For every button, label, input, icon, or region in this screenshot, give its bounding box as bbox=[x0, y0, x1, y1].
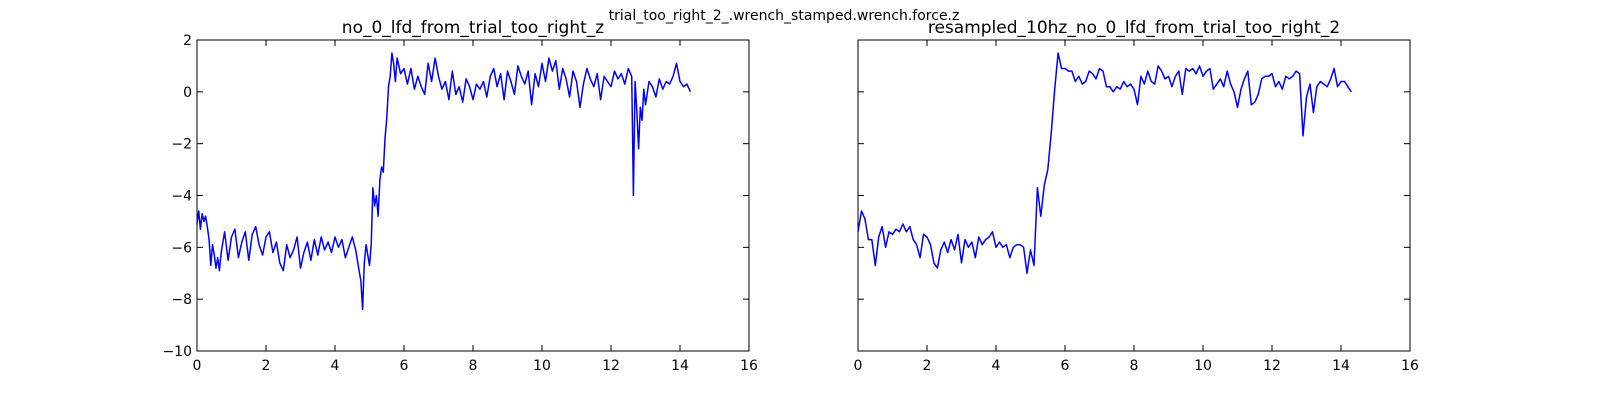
x-tick-label: 0 bbox=[193, 358, 202, 374]
x-tick-label: 10 bbox=[1194, 358, 1212, 374]
x-tick-label: 12 bbox=[1263, 358, 1281, 374]
plot-frame bbox=[196, 39, 750, 352]
x-tick-label: 2 bbox=[262, 358, 271, 374]
x-tick-label: 14 bbox=[671, 358, 689, 374]
y-tick-label: −10 bbox=[162, 344, 192, 360]
x-tick-label: 16 bbox=[740, 358, 758, 374]
y-tick-label: 2 bbox=[183, 33, 192, 49]
x-tick-label: 6 bbox=[1061, 358, 1070, 374]
x-tick-label: 6 bbox=[400, 358, 409, 374]
figure-suptitle: trial_too_right_2_.wrench_stamped.wrench… bbox=[609, 8, 960, 24]
left-axes-raw: 0 2 4 6 8 10 12 14 16 −10 −8 −6 −4 −2 0 2 no_0_lfd_from_… bbox=[162, 18, 758, 374]
y-tick-label: −2 bbox=[171, 137, 192, 153]
y-tick-label: 0 bbox=[183, 85, 192, 101]
x-tick-label: 14 bbox=[1332, 358, 1350, 374]
axes-title: resampled_10hz_no_0_lfd_from_trial_too_r… bbox=[928, 18, 1340, 38]
x-tick-label: 8 bbox=[1130, 358, 1139, 374]
axes-title: no_0_lfd_from_trial_too_right_z bbox=[342, 18, 604, 38]
y-tick-label: −6 bbox=[171, 240, 192, 256]
x-tick-label: 4 bbox=[992, 358, 1001, 374]
x-tick-label: 10 bbox=[533, 358, 551, 374]
series-line bbox=[196, 52, 692, 311]
y-tick-label: −4 bbox=[171, 189, 192, 205]
y-tick-label: −8 bbox=[171, 292, 192, 308]
x-tick-label: 0 bbox=[854, 358, 863, 374]
x-tick-label: 8 bbox=[469, 358, 478, 374]
x-tick-label: 2 bbox=[923, 358, 932, 374]
x-tick-label: 12 bbox=[602, 358, 620, 374]
right-axes-resampled: 0 2 4 6 8 10 12 14 16 resampled_10hz_no_0_lfd_fro… bbox=[854, 18, 1419, 374]
x-tick-label: 4 bbox=[331, 358, 340, 374]
x-tick-label: 16 bbox=[1401, 358, 1419, 374]
series-line bbox=[857, 52, 1352, 275]
